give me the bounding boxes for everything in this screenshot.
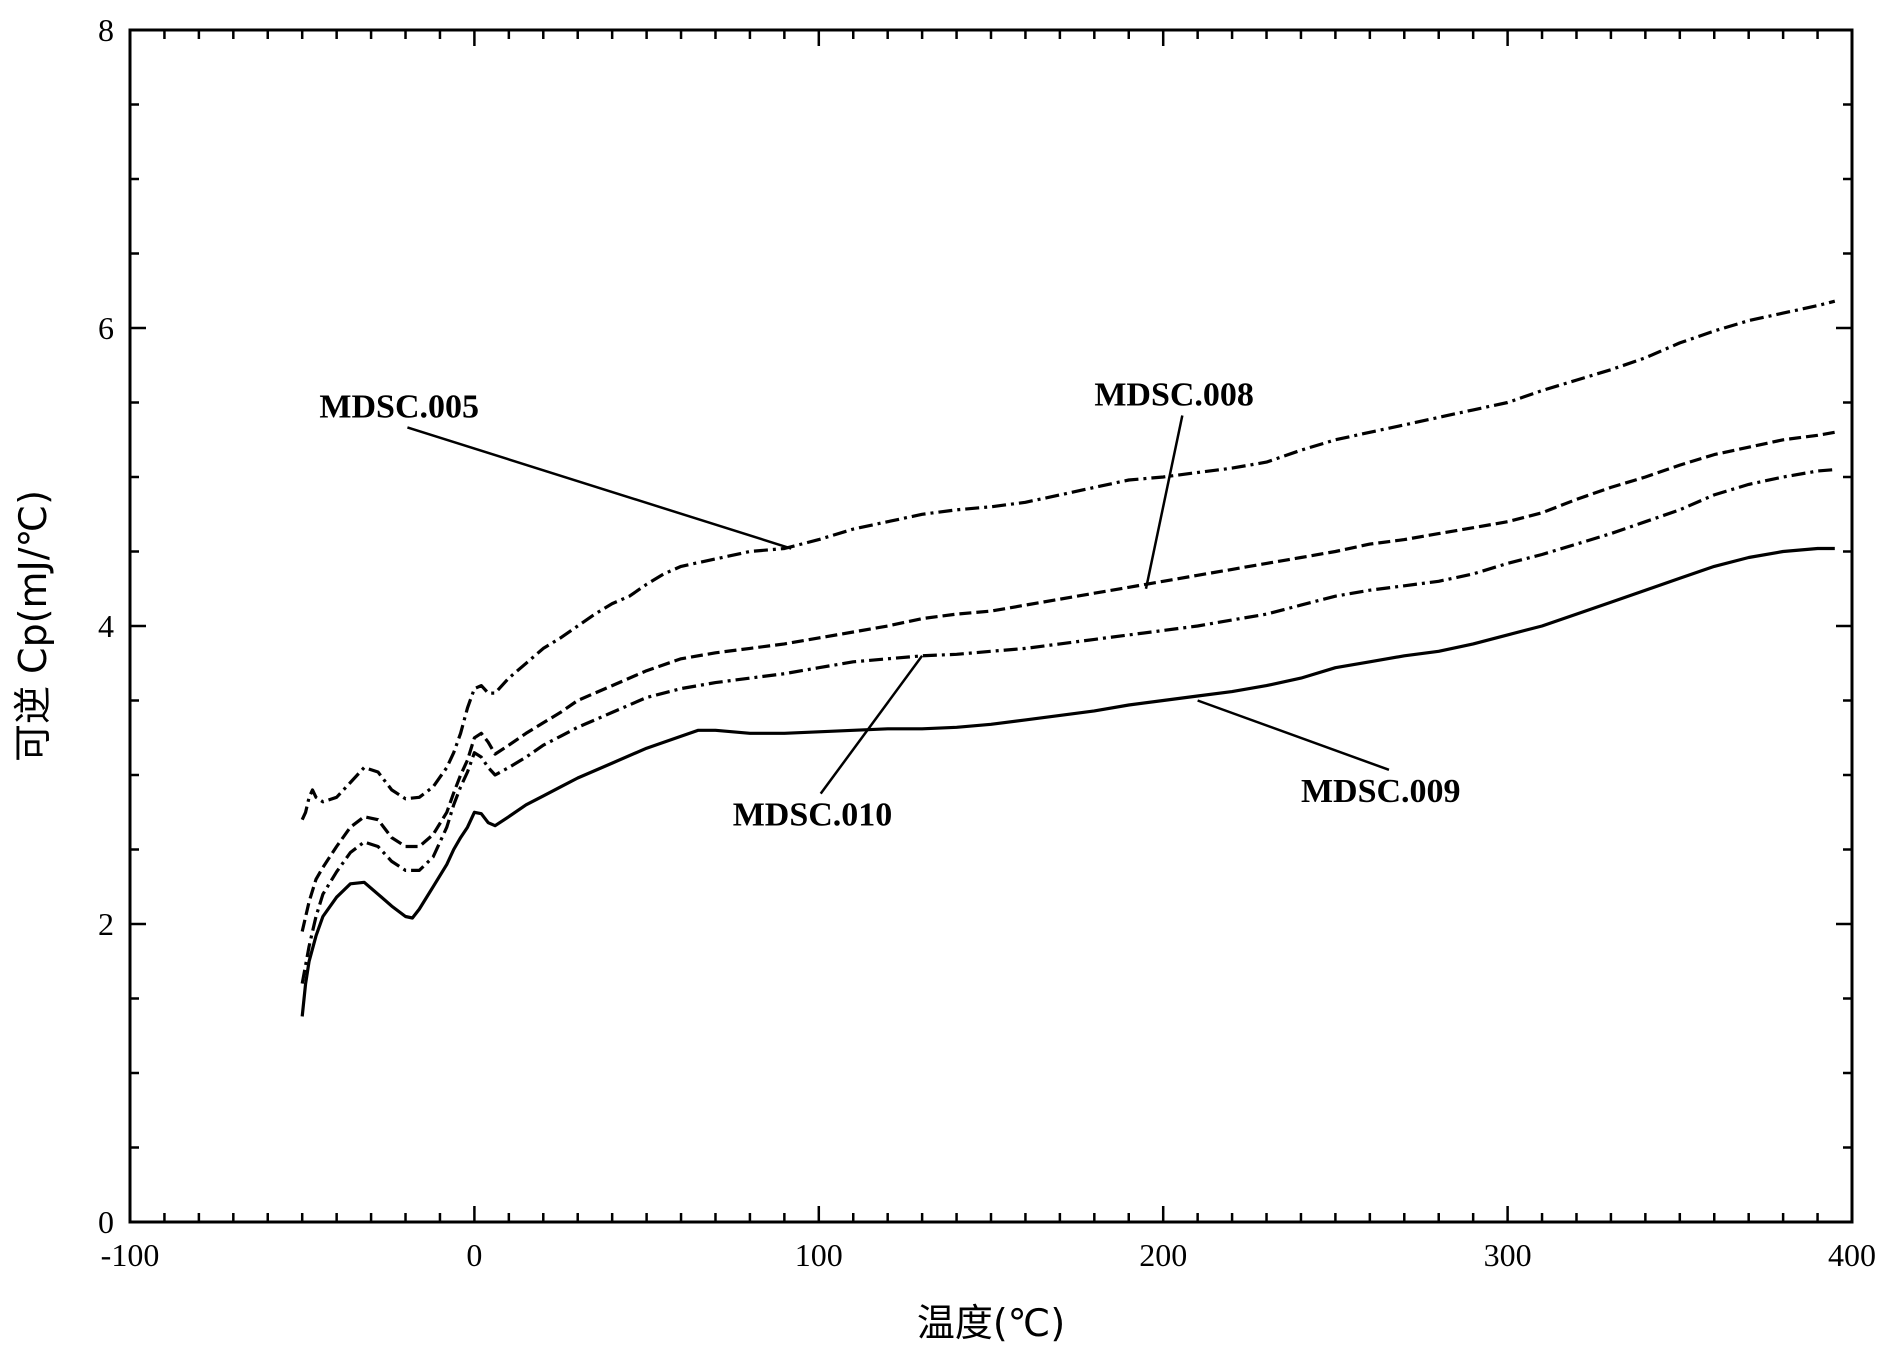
annotation-leader-line	[819, 655, 924, 795]
x-tick-label: 0	[466, 1237, 482, 1273]
series-line-mdsc-008	[300, 430, 1836, 932]
series-line-mdsc-005	[300, 299, 1836, 821]
series-line-mdsc-009	[300, 546, 1835, 1017]
y-axis: 0 2 4 6 8	[98, 12, 1852, 1240]
annotation-leader-line	[407, 426, 792, 550]
y-tick-label: 0	[98, 1204, 114, 1240]
y-tick-label: 4	[98, 608, 114, 644]
series-label: MDSC.008	[1094, 376, 1254, 413]
annotation-leader-line	[1144, 415, 1184, 590]
x-axis-label: 温度(℃)	[917, 1301, 1065, 1345]
series-annotations: MDSC.005 MDSC.008 MDSC.010 MDSC.009	[319, 376, 1460, 833]
x-tick-label: 300	[1484, 1237, 1532, 1273]
series-lines	[300, 299, 1836, 1017]
x-tick-label: 100	[795, 1237, 843, 1273]
series-label: MDSC.005	[319, 388, 479, 425]
annotation-leader-line	[1197, 699, 1390, 771]
series-label: MDSC.009	[1301, 773, 1461, 810]
y-tick-label: 6	[98, 310, 114, 346]
y-tick-label: 2	[98, 906, 114, 942]
plot-frame	[128, 28, 1854, 1224]
y-tick-label: 8	[98, 12, 114, 48]
series-label: MDSC.010	[733, 797, 893, 834]
plot-border	[128, 28, 1854, 1224]
y-axis-label: 可逆 Cp(mJ/℃)	[11, 490, 55, 762]
x-axis: -100 0 100 200 300 400	[101, 30, 1876, 1273]
x-tick-label: 200	[1139, 1237, 1187, 1273]
x-tick-label: 400	[1828, 1237, 1876, 1273]
x-tick-label: -100	[101, 1237, 160, 1273]
series-line-mdsc-010	[300, 468, 1835, 984]
